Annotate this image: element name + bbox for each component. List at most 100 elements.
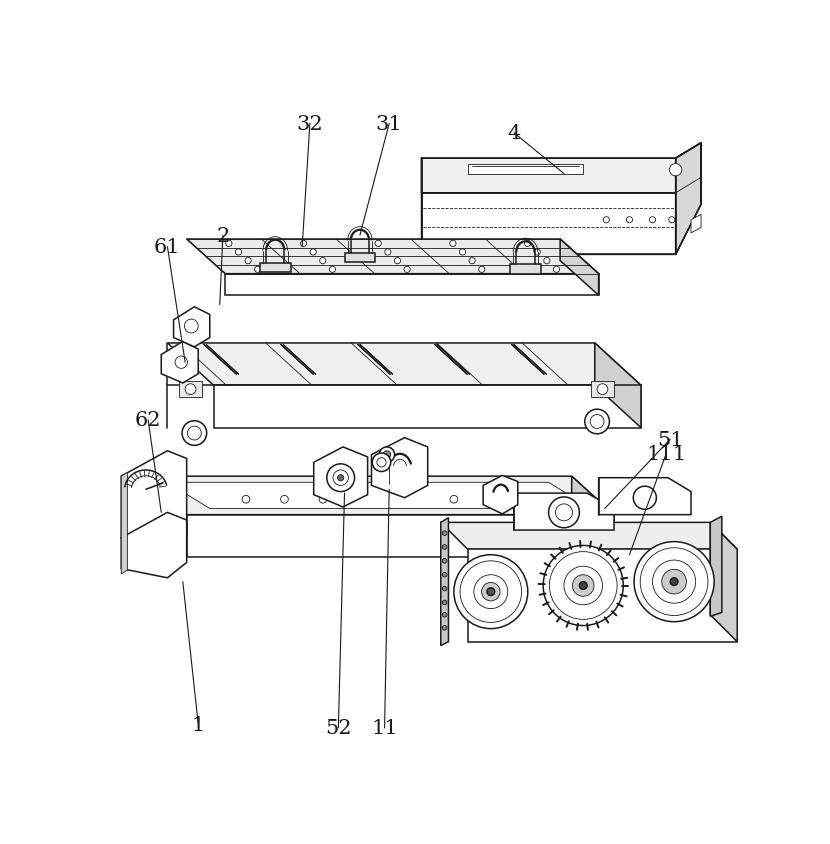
Polygon shape [572, 477, 614, 557]
Polygon shape [344, 253, 375, 262]
Text: 52: 52 [325, 718, 352, 738]
Circle shape [649, 218, 656, 224]
Circle shape [527, 495, 535, 504]
Circle shape [454, 555, 528, 629]
Text: 31: 31 [376, 115, 403, 134]
Polygon shape [514, 494, 614, 530]
Circle shape [535, 250, 540, 256]
Circle shape [460, 250, 466, 256]
Text: 2: 2 [217, 226, 229, 246]
Circle shape [300, 241, 306, 247]
Circle shape [310, 250, 316, 256]
Circle shape [633, 487, 657, 510]
Circle shape [184, 320, 198, 333]
Polygon shape [168, 344, 641, 386]
Polygon shape [187, 515, 614, 557]
Circle shape [669, 218, 675, 224]
Circle shape [554, 267, 559, 273]
Circle shape [375, 241, 381, 247]
Circle shape [543, 546, 623, 625]
Polygon shape [710, 517, 722, 617]
Polygon shape [676, 143, 701, 255]
Circle shape [281, 495, 288, 504]
Text: 61: 61 [154, 238, 181, 257]
Polygon shape [121, 513, 187, 578]
Circle shape [634, 542, 714, 622]
Circle shape [450, 495, 457, 504]
Polygon shape [710, 522, 737, 642]
Polygon shape [260, 263, 290, 273]
Circle shape [185, 384, 196, 395]
Polygon shape [441, 518, 448, 646]
Circle shape [544, 258, 550, 264]
Circle shape [555, 504, 573, 522]
Circle shape [327, 464, 354, 492]
Circle shape [377, 458, 386, 468]
Text: 111: 111 [647, 444, 686, 463]
Circle shape [175, 357, 188, 369]
Circle shape [320, 258, 326, 264]
Circle shape [442, 545, 447, 549]
Circle shape [442, 600, 447, 605]
Circle shape [333, 470, 349, 486]
Circle shape [487, 588, 495, 596]
Polygon shape [121, 452, 187, 548]
Polygon shape [121, 473, 127, 574]
Circle shape [442, 559, 447, 564]
Circle shape [489, 495, 496, 504]
Polygon shape [422, 193, 676, 255]
Polygon shape [691, 215, 701, 234]
Circle shape [242, 495, 250, 504]
Circle shape [394, 258, 401, 264]
Circle shape [479, 267, 485, 273]
Circle shape [188, 426, 202, 441]
Polygon shape [468, 549, 737, 642]
Circle shape [319, 495, 327, 504]
Circle shape [474, 575, 508, 609]
Circle shape [442, 625, 447, 630]
Circle shape [460, 561, 521, 623]
Polygon shape [510, 265, 541, 274]
Polygon shape [422, 143, 701, 193]
Circle shape [585, 409, 609, 435]
Circle shape [549, 552, 618, 619]
Polygon shape [179, 382, 202, 398]
Circle shape [662, 570, 686, 594]
Circle shape [652, 560, 696, 603]
Circle shape [590, 415, 604, 429]
Circle shape [481, 582, 500, 601]
Circle shape [236, 250, 242, 256]
Circle shape [671, 578, 678, 586]
Polygon shape [161, 342, 198, 383]
Circle shape [579, 582, 587, 590]
Polygon shape [173, 307, 210, 348]
Text: 51: 51 [657, 430, 684, 449]
Circle shape [330, 267, 335, 273]
Circle shape [442, 613, 447, 617]
Circle shape [564, 566, 603, 605]
Circle shape [450, 241, 456, 247]
Circle shape [603, 218, 609, 224]
Circle shape [379, 447, 394, 463]
Text: 62: 62 [135, 411, 161, 430]
Circle shape [469, 258, 476, 264]
Polygon shape [372, 438, 427, 498]
Polygon shape [225, 274, 598, 296]
Polygon shape [213, 386, 641, 428]
Polygon shape [595, 344, 641, 428]
Circle shape [383, 452, 391, 459]
Text: 32: 32 [296, 115, 323, 134]
Circle shape [627, 218, 632, 224]
Polygon shape [441, 522, 737, 549]
Circle shape [640, 548, 708, 616]
Polygon shape [314, 447, 368, 507]
Polygon shape [468, 165, 583, 175]
Polygon shape [168, 483, 591, 509]
Circle shape [442, 587, 447, 591]
Polygon shape [591, 382, 614, 398]
Circle shape [597, 384, 608, 395]
Circle shape [670, 165, 681, 176]
Circle shape [372, 453, 391, 472]
Circle shape [525, 241, 530, 247]
Circle shape [442, 531, 447, 536]
